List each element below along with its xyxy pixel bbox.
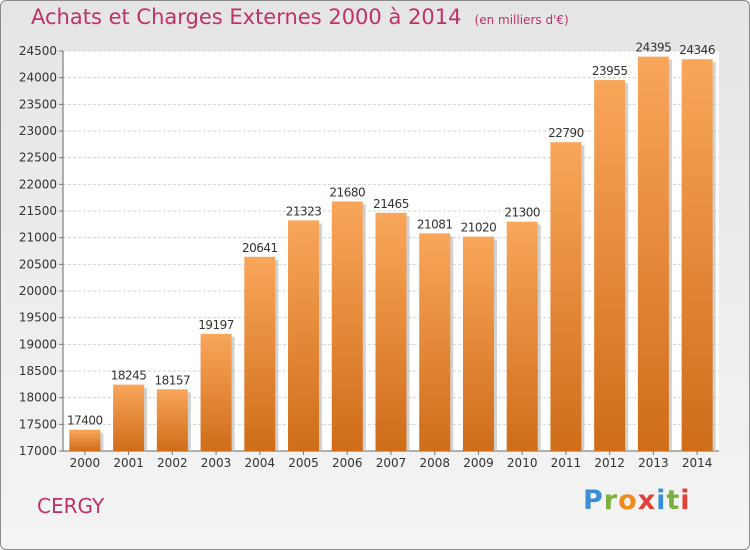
bar-value-label: 17400 [67, 414, 103, 428]
x-tick-label: 2007 [376, 456, 407, 470]
y-tick-label: 17000 [19, 444, 57, 458]
y-tick-label: 19000 [19, 337, 57, 351]
bar-value-label: 21680 [329, 185, 365, 199]
y-tick-label: 20500 [19, 257, 57, 271]
x-tick-label: 2013 [638, 456, 669, 470]
y-tick-label: 17500 [19, 417, 57, 431]
bar-value-label: 21020 [461, 221, 497, 235]
bar-value-label: 24395 [636, 41, 672, 55]
bar-value-label: 22790 [548, 126, 584, 140]
bar-value-label: 18157 [154, 373, 190, 387]
y-tick-label: 18500 [19, 364, 57, 378]
bar [288, 220, 320, 451]
bar-value-label: 23955 [592, 64, 628, 78]
bar [681, 59, 713, 452]
bar [244, 256, 276, 451]
x-tick-label: 2010 [507, 456, 538, 470]
bar [200, 333, 232, 451]
bar-value-label: 21323 [286, 204, 322, 218]
bar-value-label: 18245 [111, 369, 147, 383]
x-tick-label: 2014 [682, 456, 713, 470]
logo-letter: P [583, 485, 604, 516]
bar [331, 201, 363, 451]
x-tick-label: 2006 [332, 456, 363, 470]
chart-title-unit: (en milliers d'€) [474, 13, 569, 27]
x-tick-label: 2002 [157, 456, 188, 470]
bar [375, 212, 407, 451]
bar [637, 56, 669, 451]
x-tick-label: 2012 [594, 456, 625, 470]
x-tick-label: 2003 [201, 456, 232, 470]
x-tick-label: 2001 [113, 456, 144, 470]
x-tick-label: 2011 [551, 456, 582, 470]
y-tick-label: 18000 [19, 391, 57, 405]
x-tick-label: 2008 [419, 456, 450, 470]
y-tick-label: 23000 [19, 124, 57, 138]
chart-title-main: Achats et Charges Externes 2000 à 2014 [31, 5, 462, 29]
bar-value-label: 24346 [679, 43, 715, 57]
x-tick-label: 2004 [245, 456, 276, 470]
y-tick-label: 22500 [19, 151, 57, 165]
bar [156, 389, 188, 451]
y-tick-label: 24500 [19, 44, 57, 58]
proxiti-logo: Proxiti [583, 485, 691, 516]
logo-letter: x [637, 485, 657, 516]
y-tick-label: 20000 [19, 284, 57, 298]
bar [506, 221, 538, 451]
bar-value-label: 21465 [373, 197, 409, 211]
logo-letter: i [680, 485, 691, 516]
x-tick-label: 2000 [70, 456, 101, 470]
y-tick-label: 24000 [19, 71, 57, 85]
x-tick-label: 2005 [288, 456, 319, 470]
bar [462, 236, 494, 451]
y-tick-label: 21500 [19, 204, 57, 218]
logo-letter: o [618, 485, 638, 516]
y-tick-label: 21000 [19, 231, 57, 245]
bar [594, 80, 626, 452]
logo-letter: r [603, 485, 619, 516]
bar [419, 233, 451, 451]
y-tick-label: 23500 [19, 97, 57, 111]
bar [113, 384, 145, 451]
y-tick-label: 19500 [19, 311, 57, 325]
chart-title: Achats et Charges Externes 2000 à 2014 (… [31, 5, 569, 29]
commune-name: CERGY [37, 494, 105, 518]
bar-value-label: 21300 [504, 206, 540, 220]
bar [69, 429, 101, 451]
y-tick-label: 22000 [19, 177, 57, 191]
bar-value-label: 21081 [417, 217, 453, 231]
logo-letter: i [656, 485, 667, 516]
x-tick-label: 2009 [463, 456, 494, 470]
bar-value-label: 20641 [242, 241, 278, 255]
logo-letter: t [666, 485, 681, 516]
bar [550, 142, 582, 451]
bar-value-label: 19197 [198, 318, 234, 332]
